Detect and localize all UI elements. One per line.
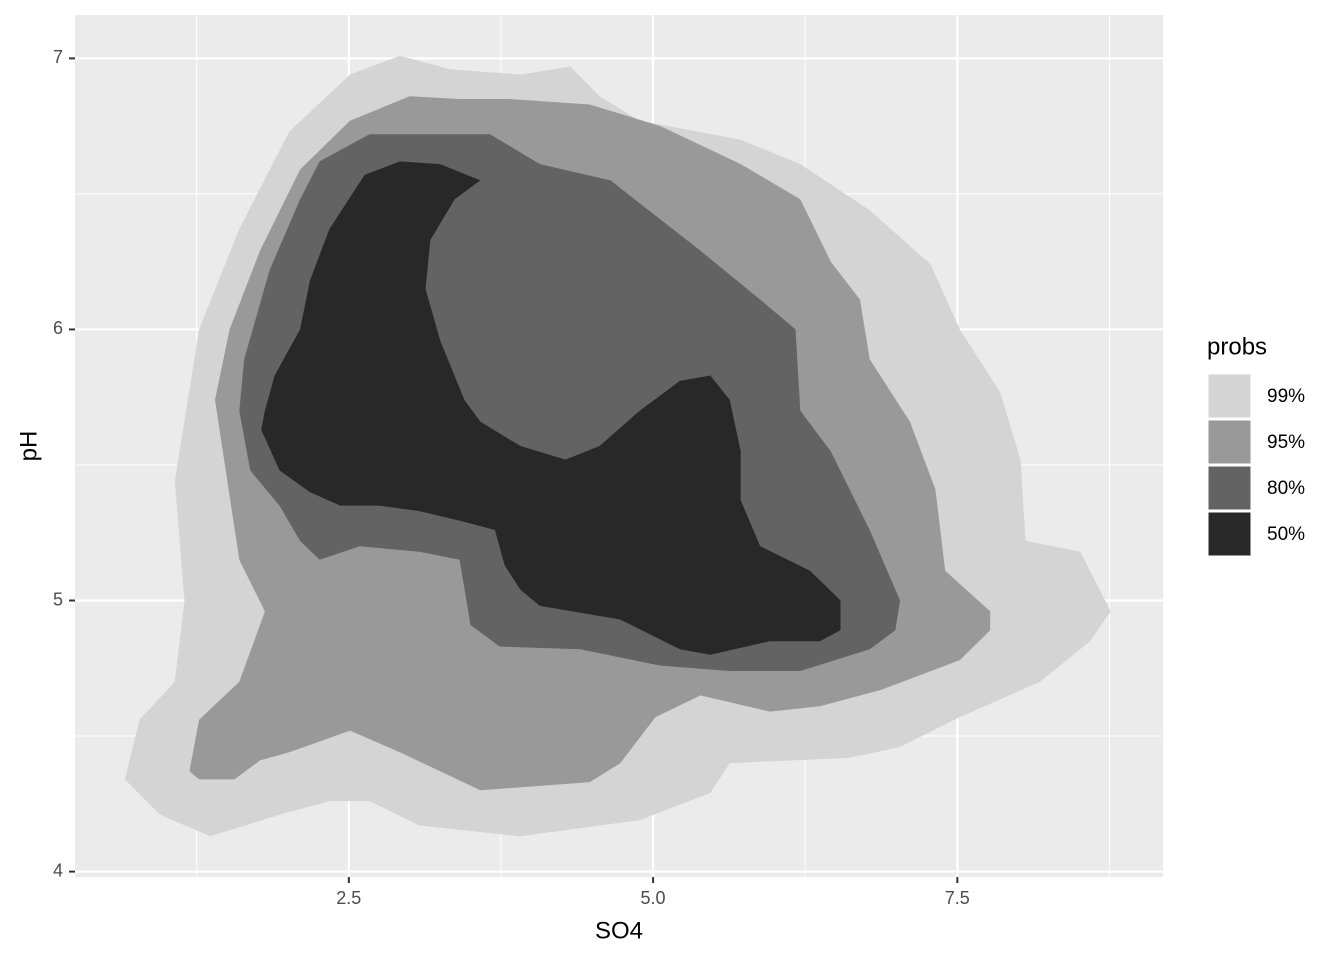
legend-label: 80%	[1267, 478, 1305, 499]
legend-key	[1207, 511, 1252, 557]
legend-key	[1207, 465, 1252, 511]
x-tick-label: 2.5	[336, 888, 361, 908]
contour-region	[261, 161, 841, 655]
y-tick-label: 6	[53, 318, 63, 338]
legend-key	[1207, 373, 1252, 419]
y-tick-label: 5	[53, 589, 63, 609]
legend-key	[1207, 419, 1252, 465]
legend-label: 50%	[1267, 524, 1305, 545]
legend-label: 99%	[1267, 386, 1305, 407]
y-tick-label: 7	[53, 47, 63, 67]
axes: 2.5 5.0 7.5 4 5 6 7	[53, 47, 970, 908]
legend: 99% 95% 80% 50%	[1207, 373, 1305, 557]
y-tick-label: 4	[53, 860, 63, 880]
legend-title: probs	[1207, 333, 1267, 360]
contours	[124, 55, 1111, 837]
y-axis-title: pH	[15, 431, 42, 462]
x-tick-label: 5.0	[641, 888, 666, 908]
x-tick-label: 7.5	[945, 888, 970, 908]
x-axis-title: SO4	[595, 917, 643, 944]
legend-label: 95%	[1267, 432, 1305, 453]
